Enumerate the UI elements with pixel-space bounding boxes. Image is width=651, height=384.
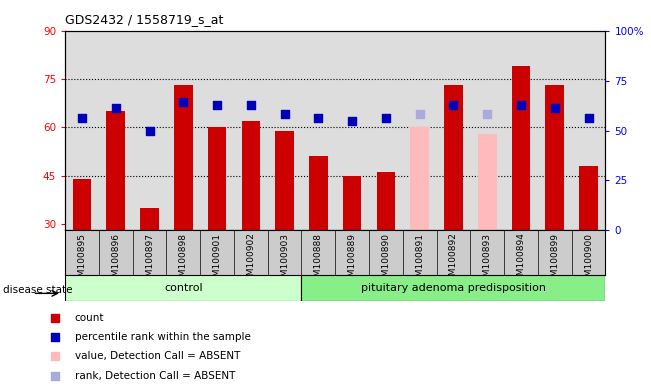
- Point: [583, 114, 594, 121]
- Text: GSM100902: GSM100902: [246, 233, 255, 288]
- Bar: [309, 156, 327, 230]
- Bar: [301, 275, 605, 301]
- Point: [50, 315, 61, 321]
- Bar: [377, 172, 395, 230]
- Point: [77, 114, 87, 121]
- Text: GSM100891: GSM100891: [415, 233, 424, 288]
- Point: [549, 105, 560, 111]
- Text: GSM100903: GSM100903: [280, 233, 289, 288]
- Bar: [478, 134, 497, 230]
- Text: value, Detection Call = ABSENT: value, Detection Call = ABSENT: [75, 351, 240, 361]
- Point: [50, 353, 61, 359]
- Text: GDS2432 / 1558719_s_at: GDS2432 / 1558719_s_at: [65, 13, 223, 26]
- Text: GSM100901: GSM100901: [213, 233, 221, 288]
- Point: [347, 118, 357, 124]
- Bar: [512, 66, 531, 230]
- Bar: [140, 208, 159, 230]
- Point: [50, 334, 61, 340]
- Point: [313, 114, 324, 121]
- Text: count: count: [75, 313, 104, 323]
- Bar: [242, 121, 260, 230]
- Bar: [275, 131, 294, 230]
- Point: [111, 105, 121, 111]
- Bar: [208, 127, 227, 230]
- Text: GSM100888: GSM100888: [314, 233, 323, 288]
- Point: [381, 114, 391, 121]
- Text: GSM100899: GSM100899: [550, 233, 559, 288]
- Bar: [579, 166, 598, 230]
- Bar: [410, 127, 429, 230]
- Bar: [343, 175, 361, 230]
- Point: [449, 102, 459, 108]
- Point: [50, 373, 61, 379]
- Point: [415, 111, 425, 118]
- Text: GSM100889: GSM100889: [348, 233, 357, 288]
- Point: [245, 102, 256, 108]
- Point: [516, 102, 526, 108]
- Point: [212, 102, 222, 108]
- Point: [178, 99, 189, 105]
- Text: control: control: [164, 283, 202, 293]
- Text: GSM100898: GSM100898: [179, 233, 187, 288]
- Bar: [107, 111, 125, 230]
- Text: GSM100895: GSM100895: [77, 233, 87, 288]
- Text: GSM100890: GSM100890: [381, 233, 391, 288]
- Text: GSM100893: GSM100893: [483, 233, 492, 288]
- Text: GSM100896: GSM100896: [111, 233, 120, 288]
- Text: percentile rank within the sample: percentile rank within the sample: [75, 332, 251, 342]
- Text: pituitary adenoma predisposition: pituitary adenoma predisposition: [361, 283, 546, 293]
- Bar: [73, 179, 91, 230]
- Text: GSM100900: GSM100900: [584, 233, 593, 288]
- Point: [279, 111, 290, 118]
- Point: [482, 111, 492, 118]
- Text: rank, Detection Call = ABSENT: rank, Detection Call = ABSENT: [75, 371, 235, 381]
- Text: GSM100892: GSM100892: [449, 233, 458, 288]
- Bar: [65, 275, 301, 301]
- Bar: [444, 86, 463, 230]
- Point: [145, 127, 155, 134]
- Text: GSM100894: GSM100894: [516, 233, 525, 288]
- Bar: [174, 86, 193, 230]
- Text: GSM100897: GSM100897: [145, 233, 154, 288]
- Bar: [546, 86, 564, 230]
- Text: disease state: disease state: [3, 285, 73, 295]
